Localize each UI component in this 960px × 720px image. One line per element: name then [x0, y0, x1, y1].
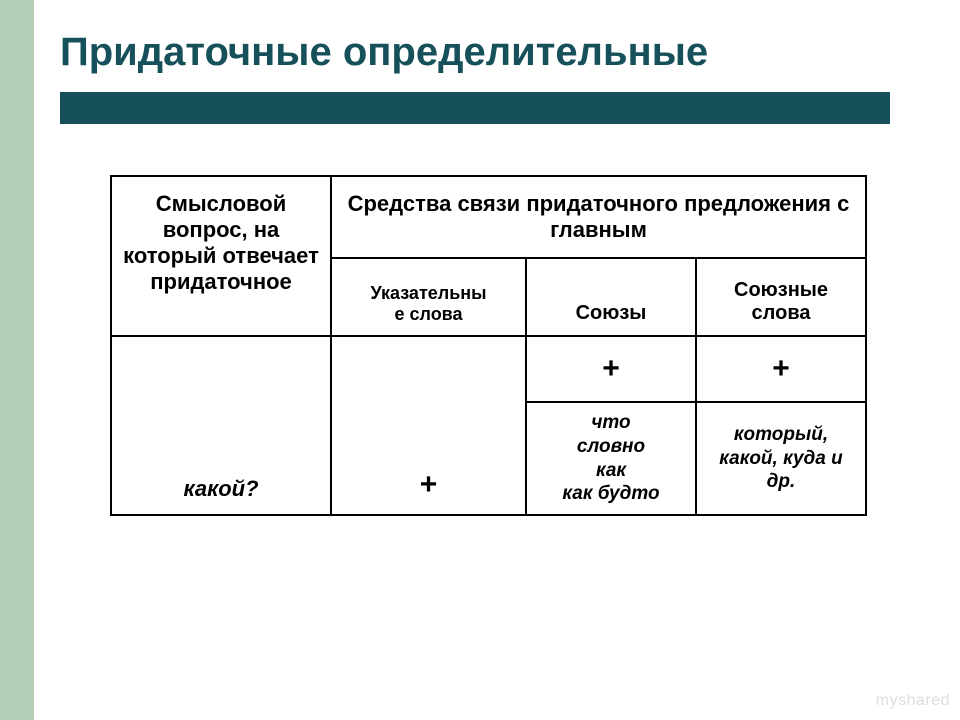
page-title: Придаточные определительные [60, 30, 920, 74]
title-underline [60, 92, 890, 124]
cell-conj-list: что словно как как будто [526, 402, 696, 515]
subheader-demonstrative: Указательны е слова [331, 258, 526, 336]
cell-question: какой? [111, 336, 331, 515]
definition-table-wrap: Смысловой вопрос, на который отвечает пр… [110, 175, 865, 516]
watermark: myshared [876, 692, 950, 710]
table-row: какой? + + + [111, 336, 866, 402]
cell-conj-plus: + [526, 336, 696, 402]
subheader-conjunctions: Союзы [526, 258, 696, 336]
cell-conjword-plus: + [696, 336, 866, 402]
subheader-conj-words: Союзные слова [696, 258, 866, 336]
slide-root: Придаточные определительные Смысловой во… [0, 0, 960, 720]
table-row: Смысловой вопрос, на который отвечает пр… [111, 176, 866, 258]
header-means: Средства связи придаточного предложения … [331, 176, 866, 258]
definition-table: Смысловой вопрос, на который отвечает пр… [110, 175, 867, 516]
cell-conjword-list: который, какой, куда и др. [696, 402, 866, 515]
left-accent-bar [0, 0, 34, 720]
header-question: Смысловой вопрос, на который отвечает пр… [111, 176, 331, 336]
title-area: Придаточные определительные [60, 30, 920, 124]
cell-demonstrative-plus: + [331, 336, 526, 515]
